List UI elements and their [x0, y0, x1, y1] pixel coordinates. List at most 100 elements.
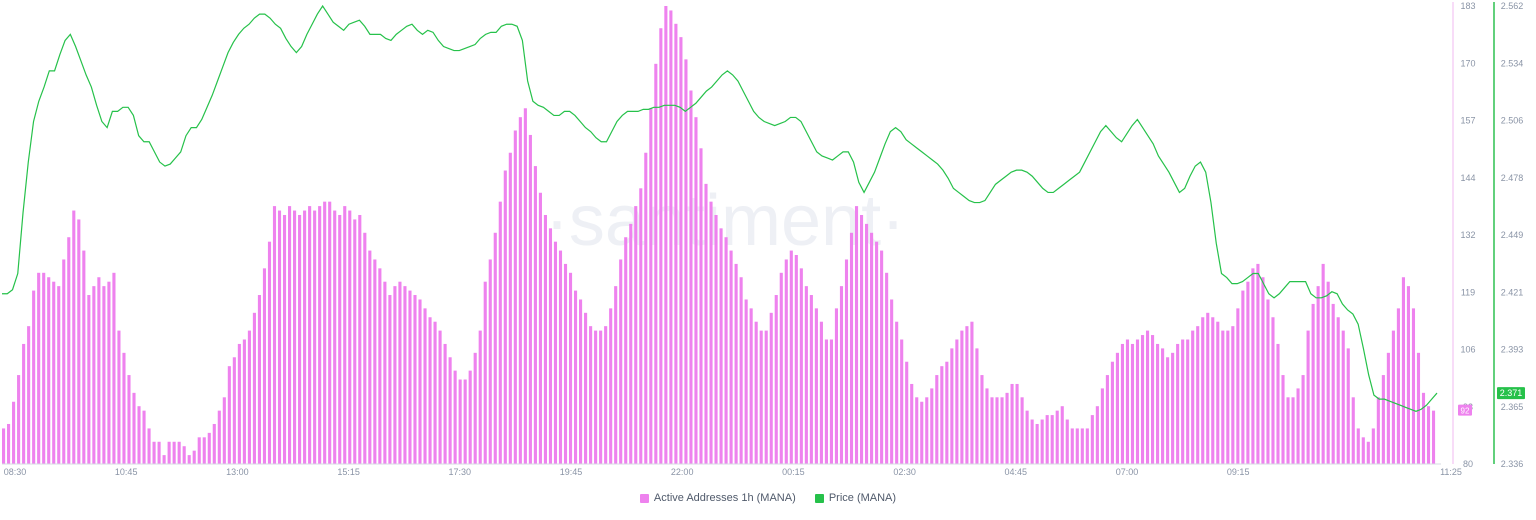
bar: [744, 299, 748, 464]
bar: [940, 366, 944, 464]
bar: [42, 272, 46, 464]
bar: [563, 263, 568, 464]
left-tick-label: 183: [1460, 1, 1475, 11]
bar: [32, 290, 36, 464]
bar: [1040, 419, 1044, 464]
bar: [1171, 352, 1175, 464]
right-tick-label: 2.393: [1501, 345, 1524, 355]
bar: [649, 108, 653, 465]
bar: [704, 183, 708, 465]
bar: [1176, 343, 1180, 464]
bar: [1221, 330, 1225, 464]
bar: [528, 134, 532, 464]
bar: [438, 330, 442, 464]
bar: [614, 286, 618, 464]
bar: [212, 423, 216, 464]
bar: [689, 90, 693, 465]
bar: [719, 228, 723, 464]
bar: [87, 295, 91, 464]
bar: [57, 286, 61, 464]
bar: [122, 352, 126, 464]
last-value-labels: 92 2.371: [1458, 387, 1525, 416]
bar: [799, 268, 803, 464]
bar: [1226, 330, 1230, 464]
bar: [870, 232, 874, 464]
bar: [1406, 286, 1411, 464]
bar: [1431, 410, 1436, 464]
bar: [82, 250, 86, 464]
bar: [814, 308, 818, 464]
x-tick-label: 19:45: [560, 467, 583, 477]
bar: [1186, 339, 1190, 464]
left-axis-ticks: 1831701571441321191069380: [1460, 1, 1475, 469]
bar: [619, 259, 623, 464]
left-tick-label: 170: [1460, 58, 1475, 68]
x-tick-label: 15:15: [337, 467, 360, 477]
bar: [433, 321, 437, 464]
bar: [609, 308, 613, 464]
bar: [162, 455, 166, 464]
bar: [589, 326, 593, 464]
bar: [1140, 335, 1145, 464]
bar: [383, 281, 387, 464]
bar: [107, 281, 111, 464]
bar: [1191, 330, 1195, 464]
bar: [875, 241, 879, 464]
bar: [764, 330, 768, 464]
bar: [950, 348, 954, 464]
bar: [594, 330, 598, 464]
bar: [533, 166, 537, 464]
bar: [754, 321, 758, 464]
bar: [1351, 397, 1355, 464]
bar: [1276, 343, 1280, 464]
bar: [348, 210, 352, 464]
bar: [92, 286, 96, 464]
bar: [503, 170, 507, 464]
bar: [1261, 277, 1265, 464]
bar: [568, 272, 573, 464]
bar: [1196, 326, 1200, 464]
right-tick-label: 2.506: [1501, 116, 1524, 126]
left-tick-label: 157: [1460, 116, 1475, 126]
bar: [920, 401, 924, 464]
x-tick-label: 17:30: [449, 467, 472, 477]
bar: [463, 379, 467, 464]
price-last-value-badge: [1497, 387, 1525, 400]
bar: [679, 37, 683, 464]
x-tick-label: 13:00: [226, 467, 249, 477]
legend-item-active-addresses[interactable]: Active Addresses 1h (MANA): [639, 492, 796, 504]
bar: [1296, 388, 1300, 464]
bar: [72, 210, 76, 464]
bar: [453, 370, 457, 464]
bar: [1045, 415, 1049, 464]
bar: [97, 277, 101, 464]
bar: [543, 214, 547, 464]
bar: [1416, 352, 1421, 464]
bar: [308, 206, 312, 464]
left-tick-label: 132: [1460, 230, 1475, 240]
bar: [1135, 339, 1140, 464]
right-tick-label: 2.534: [1501, 58, 1524, 68]
bar: [1356, 428, 1360, 464]
right-axis-ticks: 2.562 2.534 2.506 2.478 2.449 2.421 2.393 2.365…: [1501, 1, 1524, 469]
bar: [1035, 423, 1039, 464]
bar: [303, 210, 307, 464]
bar: [267, 241, 272, 464]
bar: [1426, 406, 1431, 464]
bar: [1271, 317, 1275, 464]
bar: [363, 232, 367, 464]
bar: [794, 255, 798, 464]
legend-item-price[interactable]: Price (MANA): [814, 492, 896, 504]
bar: [368, 250, 372, 464]
bar: [1025, 410, 1029, 464]
bar: [222, 397, 226, 464]
legend-swatch-active-addresses: [639, 493, 649, 503]
bar: [739, 277, 743, 464]
right-tick-label: 2.449: [1501, 230, 1524, 240]
bar: [809, 295, 813, 464]
bar: [137, 406, 141, 464]
bar: [1010, 383, 1014, 464]
bar: [37, 272, 41, 464]
bar: [112, 272, 116, 464]
bar: [12, 401, 16, 464]
